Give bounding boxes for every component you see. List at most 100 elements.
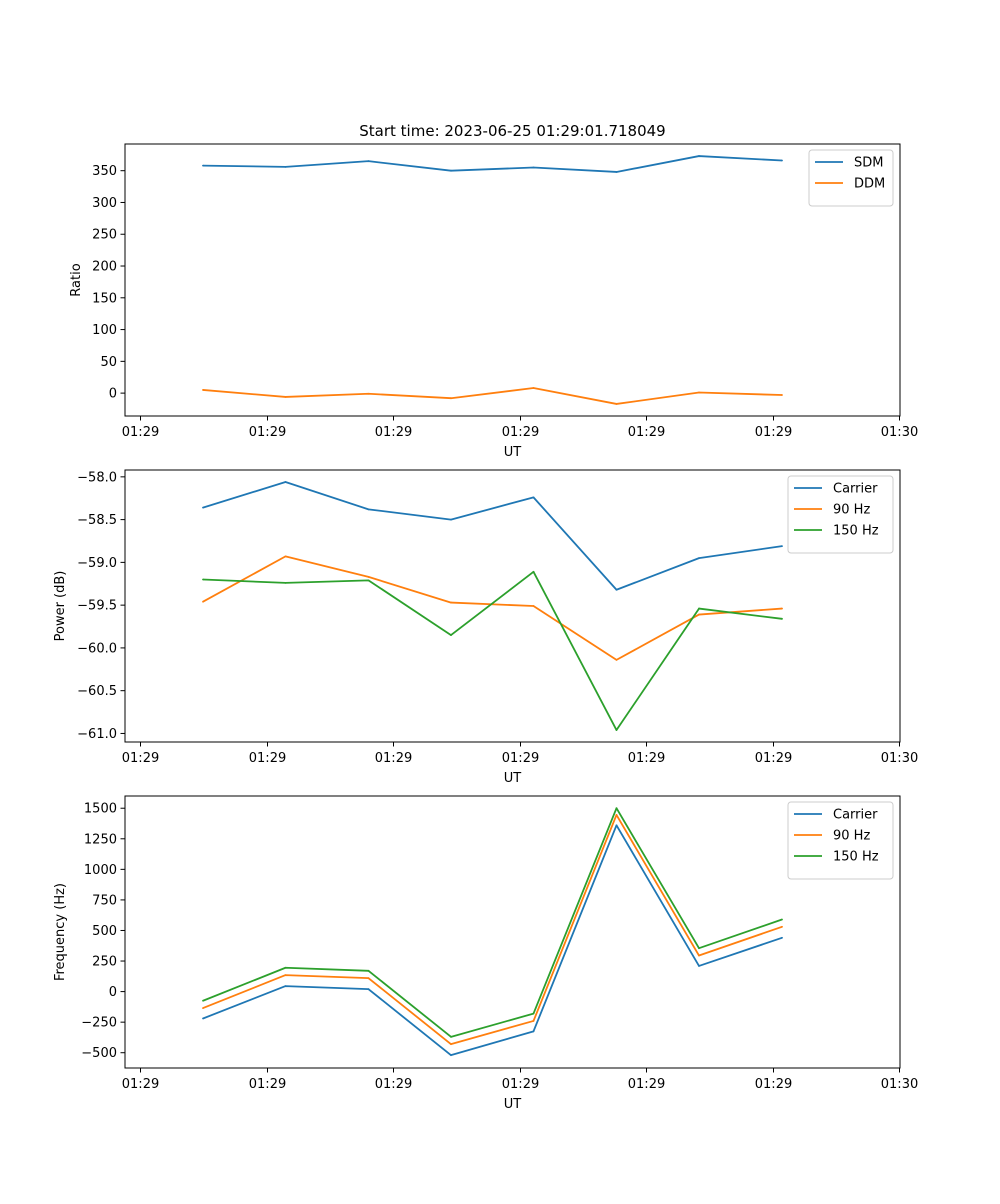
- data-point: [202, 999, 204, 1002]
- series-line-1: [202, 481, 783, 591]
- series-line-1: [202, 824, 783, 1057]
- x-tick-label: 01:29: [249, 425, 286, 440]
- data-point: [202, 506, 204, 509]
- data-point: [781, 394, 783, 396]
- y-axis-label: Frequency (Hz): [53, 883, 68, 981]
- data-point: [615, 729, 618, 731]
- data-point: [781, 925, 783, 928]
- data-point: [202, 600, 204, 603]
- data-point: [202, 389, 204, 391]
- x-axis-label: UT: [504, 1097, 522, 1112]
- x-tick-label: 01:29: [122, 1077, 159, 1092]
- data-point: [284, 985, 287, 987]
- data-point: [532, 570, 535, 573]
- legend-box: [787, 801, 894, 880]
- x-axis-label: UT: [504, 771, 522, 786]
- plot-frame: [124, 469, 901, 743]
- plot-frame: [124, 143, 901, 417]
- y-tick-label: −500: [81, 1046, 117, 1061]
- data-point: [615, 824, 618, 827]
- legend-label: Carrier: [833, 482, 878, 497]
- x-tick-label: 01:29: [755, 751, 792, 766]
- x-tick-label: 01:29: [375, 1077, 412, 1092]
- data-point: [698, 155, 700, 157]
- data-point: [450, 169, 452, 172]
- data-point: [698, 954, 700, 957]
- data-point: [284, 396, 287, 398]
- data-point: [532, 166, 535, 169]
- data-point: [615, 588, 618, 591]
- subplot-2: 01:29 01:29 01:29 01:29 01:29 01:29 01:30 −61.0…: [53, 469, 918, 786]
- data-point: [698, 947, 700, 950]
- data-point: [615, 814, 618, 816]
- data-point: [450, 601, 452, 604]
- x-tick-label: 01:29: [249, 751, 286, 766]
- figure-title: Start time: 2023-06-25 01:29:01.718049: [359, 122, 665, 140]
- x-tick-label: 01:29: [628, 425, 665, 440]
- plot-frame: [124, 795, 901, 1069]
- data-point: [781, 936, 783, 939]
- y-tick-label: 250: [92, 955, 117, 970]
- x-tick-label: 01:29: [755, 425, 792, 440]
- x-tick-label: 01:29: [502, 425, 539, 440]
- series-line-1: [202, 155, 783, 173]
- y-tick-label: 1000: [84, 863, 117, 878]
- y-tick-label: −250: [81, 1016, 117, 1031]
- x-tick-label: 01:29: [628, 751, 665, 766]
- data-point: [698, 557, 700, 560]
- data-point: [284, 481, 287, 483]
- x-tick-label: 01:29: [502, 751, 539, 766]
- x-tick-label: 01:29: [249, 1077, 286, 1092]
- legend: Carrier 90 Hz 150 Hz: [787, 475, 894, 554]
- data-point: [615, 658, 618, 661]
- data-point: [284, 165, 287, 168]
- data-point: [615, 171, 618, 173]
- y-tick-label: 350: [92, 164, 117, 179]
- data-point: [367, 160, 370, 163]
- data-point: [284, 966, 287, 969]
- data-point: [698, 965, 700, 967]
- data-point: [367, 969, 370, 972]
- y-axis-label: Power (dB): [53, 571, 68, 642]
- y-tick-label: −59.0: [77, 556, 117, 571]
- subplot-1: 01:29 01:29 01:29 01:29 01:29 01:29 01:30 0 50 10…: [69, 143, 918, 460]
- data-point: [698, 613, 700, 616]
- data-point: [202, 1017, 204, 1020]
- data-point: [532, 387, 535, 389]
- y-tick-label: −58.0: [77, 470, 117, 485]
- data-point: [450, 634, 452, 636]
- y-tick-label: 200: [92, 260, 117, 275]
- data-point: [532, 1012, 535, 1015]
- data-point: [532, 605, 535, 607]
- data-point: [450, 1054, 452, 1057]
- data-point: [532, 1030, 535, 1033]
- data-point: [781, 545, 783, 548]
- y-tick-label: 0: [109, 387, 117, 402]
- y-tick-label: −60.0: [77, 641, 117, 656]
- legend-box: [787, 475, 894, 554]
- data-point: [450, 1043, 452, 1046]
- series-line-3: [202, 807, 783, 1038]
- x-axis-label: UT: [504, 445, 522, 460]
- data-point: [615, 403, 618, 405]
- data-point: [450, 518, 452, 521]
- y-tick-label: 1250: [84, 832, 117, 847]
- y-tick-label: 300: [92, 196, 117, 211]
- subplot-3: 01:29 01:29 01:29 01:29 01:29 01:29 01:30 −500 −…: [53, 795, 918, 1112]
- data-point: [781, 918, 783, 921]
- y-tick-label: 100: [92, 323, 117, 338]
- legend-label: 150 Hz: [833, 850, 879, 865]
- x-tick-label: 01:29: [122, 425, 159, 440]
- data-point: [450, 397, 452, 400]
- y-tick-label: 0: [109, 985, 117, 1000]
- x-tick-label: 01:29: [375, 751, 412, 766]
- data-point: [532, 496, 535, 499]
- y-tick-label: 50: [100, 355, 117, 370]
- data-point: [202, 164, 204, 167]
- data-point: [284, 555, 287, 558]
- data-point: [202, 578, 204, 581]
- data-point: [367, 579, 370, 582]
- x-tick-label: 01:29: [628, 1077, 665, 1092]
